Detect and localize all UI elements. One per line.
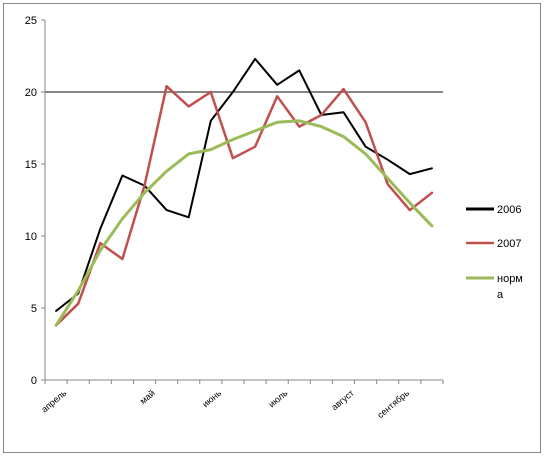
y-tick-label: 15	[25, 159, 37, 171]
x-tick-label: июль	[267, 388, 290, 410]
legend-label-norma-line2: а	[497, 289, 504, 301]
x-tick-label: май	[138, 388, 157, 406]
legend-label-2006: 2006	[497, 204, 521, 216]
series-line-1	[54, 84, 434, 327]
y-tick-label: 25	[25, 15, 37, 27]
x-tick-label: июнь	[200, 388, 223, 410]
legend-label-norma-line1: норм	[497, 273, 523, 285]
series-line-0	[55, 57, 433, 312]
series-line-2	[54, 119, 434, 327]
x-tick-label: апрель	[39, 388, 68, 415]
legend-label-2007: 2007	[497, 238, 521, 250]
axes: 0 5 10 15 20 25 апрель май июнь июль август сентябр…	[25, 15, 444, 420]
y-tick-label: 10	[25, 231, 37, 243]
y-tick-label: 0	[31, 375, 37, 387]
y-tick-label: 5	[31, 303, 37, 315]
legend: 2006 2007 норм а	[466, 204, 523, 301]
x-tick-label: сентябрь	[375, 388, 411, 420]
y-tick-label: 20	[25, 87, 37, 99]
x-tick-label: август	[329, 388, 355, 412]
series-lines	[54, 57, 434, 327]
